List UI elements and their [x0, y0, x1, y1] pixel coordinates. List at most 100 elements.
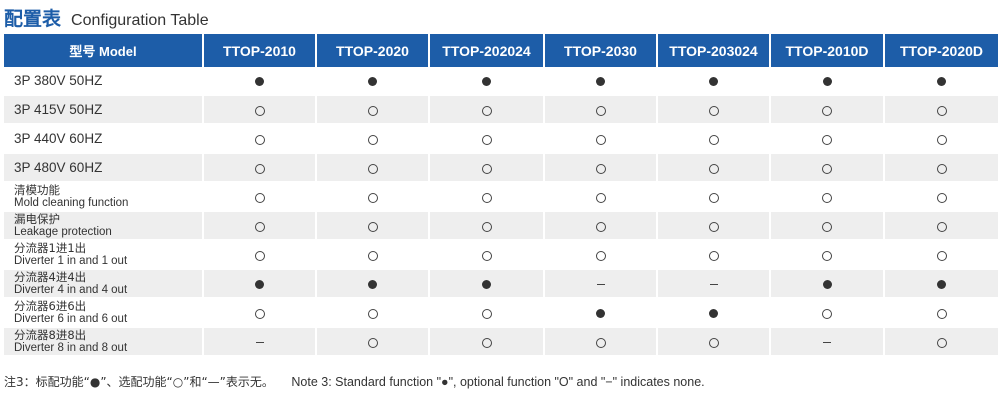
- hollow-circle-icon: [822, 134, 832, 145]
- table-cell: [428, 67, 544, 96]
- row-label: 3P 440V 60HZ: [4, 124, 203, 154]
- row-label: 分流器6进6出 Diverter 6 in and 6 out: [4, 298, 203, 328]
- hollow-circle-icon: [936, 163, 947, 174]
- table-cell: [769, 124, 884, 154]
- filled-circle-icon: [937, 77, 946, 87]
- hollow-circle-icon: [481, 337, 492, 348]
- hollow-circle-icon: [367, 192, 378, 203]
- hollow-circle-icon: [822, 308, 832, 319]
- table-cell: [883, 124, 998, 154]
- table-cell: [543, 211, 657, 241]
- table-body: 3P 380V 50HZ 3P 415V 50HZ 3P 440V 60HZ 3P 4…: [4, 67, 998, 357]
- row-label: 3P 415V 50HZ: [4, 95, 203, 125]
- hollow-circle-icon: [708, 134, 719, 145]
- table-cell: [543, 327, 657, 357]
- hollow-circle-icon: [367, 337, 378, 348]
- table-cell: [315, 67, 429, 96]
- filled-circle-icon: [822, 280, 832, 290]
- hollow-circle-icon: [367, 163, 378, 174]
- filled-circle-icon: [937, 280, 946, 290]
- table-cell: [656, 182, 770, 212]
- table-cell: [202, 211, 316, 241]
- table-cell: [202, 240, 316, 270]
- table-cell: [656, 269, 770, 299]
- dash-icon: [596, 283, 605, 286]
- filled-circle-icon: [255, 77, 264, 87]
- footnote: 注3：标配功能“●”、选配功能“○”和“—”表示无。 Note 3: Stand…: [4, 373, 998, 390]
- filled-circle-icon: [482, 280, 491, 290]
- table-row: 分流器8进8出 Diverter 8 in and 8 out: [4, 327, 998, 357]
- hollow-circle-icon: [822, 192, 832, 203]
- table-row: 3P 480V 60HZ: [4, 153, 998, 183]
- table-cell: [202, 124, 316, 154]
- header-model-column: TTOP-2010: [202, 34, 316, 67]
- header-model-label: 型号 Model: [4, 34, 203, 67]
- hollow-circle-icon: [254, 308, 265, 319]
- filled-circle-icon: [255, 280, 264, 290]
- row-label-chinese: 漏电保护: [14, 211, 60, 226]
- filled-circle-icon: [596, 309, 605, 319]
- hollow-circle-icon: [708, 163, 719, 174]
- table-cell: [202, 298, 316, 328]
- hollow-circle-icon: [481, 192, 492, 203]
- header-model-column: TTOP-203024: [656, 34, 770, 67]
- filled-circle-icon: [709, 77, 718, 87]
- table-cell: [656, 327, 770, 357]
- table-cell: [769, 327, 884, 357]
- table-cell: [428, 182, 544, 212]
- row-label-chinese: 分流器1进1出: [14, 240, 87, 255]
- filled-circle-icon: [482, 77, 491, 87]
- table-cell: [883, 211, 998, 241]
- footnote-chinese: 注3：标配功能“●”、选配功能“○”和“—”表示无。: [4, 375, 274, 389]
- table-cell: [315, 298, 429, 328]
- hollow-circle-icon: [367, 250, 378, 261]
- table-cell: [428, 240, 544, 270]
- table-cell: [769, 95, 884, 125]
- table-cell: [543, 95, 657, 125]
- hollow-circle-icon: [822, 163, 832, 174]
- table-row: 分流器4进4出 Diverter 4 in and 4 out: [4, 269, 998, 299]
- header-model-column: TTOP-202024: [428, 34, 544, 67]
- table-cell: [656, 153, 770, 183]
- row-label-chinese: 分流器8进8出: [14, 327, 87, 342]
- table-cell: [315, 153, 429, 183]
- table-cell: [428, 211, 544, 241]
- table-cell: [202, 67, 316, 96]
- table-cell: [769, 269, 884, 299]
- table-cell: [543, 269, 657, 299]
- hollow-circle-icon: [936, 192, 947, 203]
- hollow-circle-icon: [936, 105, 947, 116]
- row-label-english: Diverter 6 in and 6 out: [14, 312, 128, 325]
- row-label: 分流器1进1出 Diverter 1 in and 1 out: [4, 240, 203, 270]
- title-english: Configuration Table: [71, 12, 209, 29]
- row-label-english: Mold cleaning function: [14, 196, 129, 209]
- hollow-circle-icon: [367, 105, 378, 116]
- hollow-circle-icon: [822, 250, 832, 261]
- table-cell: [315, 327, 429, 357]
- hollow-circle-icon: [708, 221, 719, 232]
- hollow-circle-icon: [367, 134, 378, 145]
- row-label-chinese: 清模功能: [14, 182, 60, 197]
- table-cell: [315, 211, 429, 241]
- table-cell: [543, 153, 657, 183]
- title-chinese: 配置表: [4, 8, 62, 30]
- hollow-circle-icon: [254, 134, 265, 145]
- hollow-circle-icon: [822, 221, 832, 232]
- table-row: 分流器6进6出 Diverter 6 in and 6 out: [4, 298, 998, 328]
- table-cell: [883, 269, 998, 299]
- footnote-english: Note 3: Standard function "●", optional …: [291, 375, 705, 389]
- table-cell: [769, 153, 884, 183]
- table-cell: [656, 67, 770, 96]
- table-cell: [883, 67, 998, 96]
- table-cell: [656, 240, 770, 270]
- table-cell: [769, 67, 884, 96]
- hollow-circle-icon: [481, 163, 492, 174]
- table-cell: [428, 95, 544, 125]
- table-cell: [543, 298, 657, 328]
- table-cell: [315, 269, 429, 299]
- hollow-circle-icon: [254, 192, 265, 203]
- hollow-circle-icon: [708, 105, 719, 116]
- table-cell: [543, 240, 657, 270]
- table-cell: [428, 327, 544, 357]
- table-cell: [202, 153, 316, 183]
